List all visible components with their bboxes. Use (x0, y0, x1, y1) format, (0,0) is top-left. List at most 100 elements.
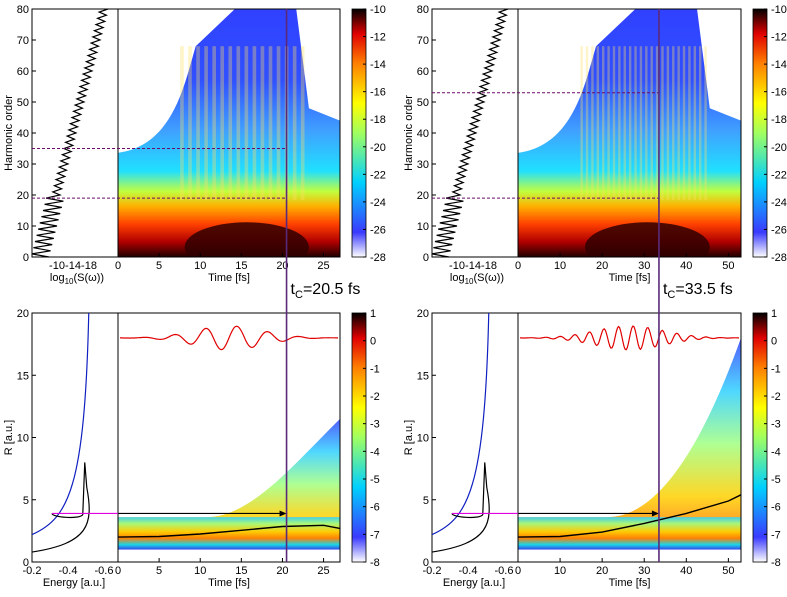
y-tick-label: 60 (17, 66, 29, 78)
colorbar-tick-label: -16 (370, 87, 386, 99)
x-tick-label: 10 (554, 565, 566, 577)
interference-stripe (180, 46, 184, 200)
spectrum-x-axis-label: log10(S(ω)) (450, 272, 504, 286)
x-tick-label: 0 (115, 260, 121, 272)
colorbar-tick-label: -1 (771, 363, 781, 375)
colorbar-tick-label: -26 (771, 224, 787, 236)
interference-stripe (699, 46, 702, 200)
colorbar-tick-label: -24 (771, 197, 787, 209)
colorbar-tick-label: -28 (370, 252, 386, 264)
energy-x-tick-label: -0.2 (423, 565, 442, 577)
colorbar-tick-label: -14 (370, 59, 386, 71)
y-tick-label: 10 (17, 433, 29, 445)
x-tick-label: 15 (235, 260, 247, 272)
interference-stripe (618, 46, 621, 200)
wavepacket-fan (118, 418, 340, 550)
y-tick-label: 50 (417, 97, 429, 109)
y-tick-label: 0 (23, 252, 29, 264)
colorbar-tick-label: -5 (370, 474, 380, 486)
y-axis-label: R [a.u.] (3, 420, 15, 455)
mean-R-curve (118, 524, 340, 538)
interference-stripe (236, 46, 241, 200)
spectrum-x-tick-label: -10 (449, 260, 465, 272)
energy-curve (31, 462, 90, 553)
y-axis-label: R [a.u.] (403, 420, 415, 455)
colorbar-tick-label: -22 (771, 169, 787, 181)
y-tick-label: 60 (417, 66, 429, 78)
y-tick-label: 50 (17, 97, 29, 109)
interference-stripe (580, 46, 583, 200)
colorbar-tick-label: -8 (771, 557, 781, 569)
colorbar-tick-label: -4 (370, 446, 380, 458)
interference-stripe (204, 46, 208, 200)
colorbar-A (351, 8, 367, 258)
y-tick-label: 10 (417, 433, 429, 445)
interference-stripe (639, 46, 643, 200)
colorbar-tick-label: -8 (370, 557, 380, 569)
interference-stripe (596, 46, 600, 200)
x-tick-label: 20 (276, 260, 288, 272)
energy-x-tick-label: -0.4 (59, 565, 78, 577)
colorbar-tick-label: -3 (771, 419, 781, 431)
spectrum-x-tick-label: -14 (65, 260, 81, 272)
y-tick-label: 80 (17, 4, 29, 16)
y-tick-label: 70 (17, 35, 29, 47)
colorbar-tick-label: -10 (771, 4, 787, 16)
colorbar-tick-label: -2 (370, 391, 380, 403)
y-tick-label: 20 (17, 308, 29, 320)
heatmap-dome (118, 9, 340, 257)
interference-stripe (228, 46, 233, 200)
spectrum-curve (431, 8, 509, 258)
colorbar-tick-label: -28 (771, 252, 787, 264)
x-tick-label: 15 (235, 565, 247, 577)
colorbar-tick-label: -12 (370, 32, 386, 44)
colorbar-tick-label: -20 (771, 142, 787, 154)
y-tick-label: 0 (423, 557, 429, 569)
x-axis-label: Time [fs] (609, 577, 651, 589)
interference-stripe (601, 46, 605, 200)
colorbar-tick-label: 0 (771, 336, 777, 348)
interference-stripe (292, 46, 297, 200)
spectrum-curve (31, 8, 109, 258)
colorbar-C (351, 312, 367, 563)
heatmap-C (118, 313, 340, 562)
x-axis-label: Time [fs] (609, 272, 651, 284)
x-tick-label: 25 (317, 260, 329, 272)
energy-x-axis-label: Energy [a.u.] (443, 577, 505, 589)
y-tick-label: 70 (417, 35, 429, 47)
interference-stripe (661, 46, 664, 200)
x-tick-label: 0 (515, 260, 521, 272)
interference-stripe (628, 46, 632, 200)
wavepacket-band (518, 517, 741, 550)
spectrum-x-tick-label: -14 (465, 260, 481, 272)
y-tick-label: 30 (417, 159, 429, 171)
heatmap-D (518, 313, 741, 562)
colorbar-tick-label: -3 (370, 419, 380, 431)
colorbar-tick-label: 1 (370, 308, 376, 320)
interference-stripe (672, 46, 675, 200)
colorbar-tick-label: -7 (771, 529, 781, 541)
colorbar-B (752, 8, 768, 258)
x-tick-label: 0 (115, 565, 121, 577)
energy-curve (431, 462, 490, 553)
interference-stripe (300, 46, 305, 200)
colorbar-tick-label: -1 (370, 363, 380, 375)
x-tick-label: 50 (722, 260, 734, 272)
wavepacket-fan (518, 337, 741, 550)
x-tick-label: 50 (722, 565, 734, 577)
colorbar-tick-label: -7 (370, 529, 380, 541)
time-arrow-head (279, 510, 287, 517)
x-tick-label: 40 (680, 565, 692, 577)
interference-stripe (244, 46, 249, 200)
interference-stripe (268, 46, 273, 200)
colorbar-tick-label: -5 (771, 474, 781, 486)
cutoff-label: tC=33.5 fs (663, 281, 733, 301)
energy-x-tick-label: -0.4 (459, 565, 478, 577)
colorbar-tick-label: -6 (370, 502, 380, 514)
heatmap-B (518, 9, 741, 257)
x-tick-label: 20 (596, 565, 608, 577)
potential-curve (431, 312, 490, 536)
mean-R-curve (518, 494, 741, 538)
x-tick-label: 0 (515, 565, 521, 577)
